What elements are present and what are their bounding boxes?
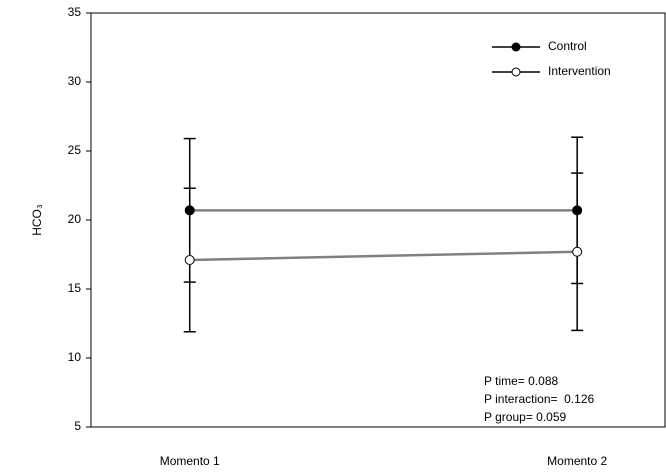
data-point — [184, 255, 195, 266]
annotation: P group= 0.059 — [484, 410, 567, 424]
y-tick-label: 5 — [74, 419, 81, 433]
y-tick-label: 15 — [68, 281, 82, 295]
y-tick-label: 30 — [68, 74, 82, 88]
y-tick-label: 10 — [68, 350, 82, 364]
data-point — [184, 205, 195, 216]
legend-label: Intervention — [548, 64, 611, 78]
annotation: P interaction= 0.126 — [484, 392, 595, 406]
y-tick-label: 25 — [68, 143, 82, 157]
legend-marker — [511, 42, 521, 52]
x-tick-label: Momento 1 — [160, 454, 220, 468]
series-line — [189, 250, 578, 262]
legend-label: Control — [548, 39, 587, 53]
data-point — [572, 205, 583, 216]
legend-marker — [511, 67, 521, 77]
data-point — [572, 246, 583, 257]
y-axis-label: HCO₃ — [30, 204, 44, 236]
y-tick-label: 20 — [68, 212, 82, 226]
y-tick-label: 35 — [68, 5, 82, 19]
x-tick-label: Momento 2 — [547, 454, 607, 468]
annotation: P time= 0.088 — [484, 374, 558, 388]
